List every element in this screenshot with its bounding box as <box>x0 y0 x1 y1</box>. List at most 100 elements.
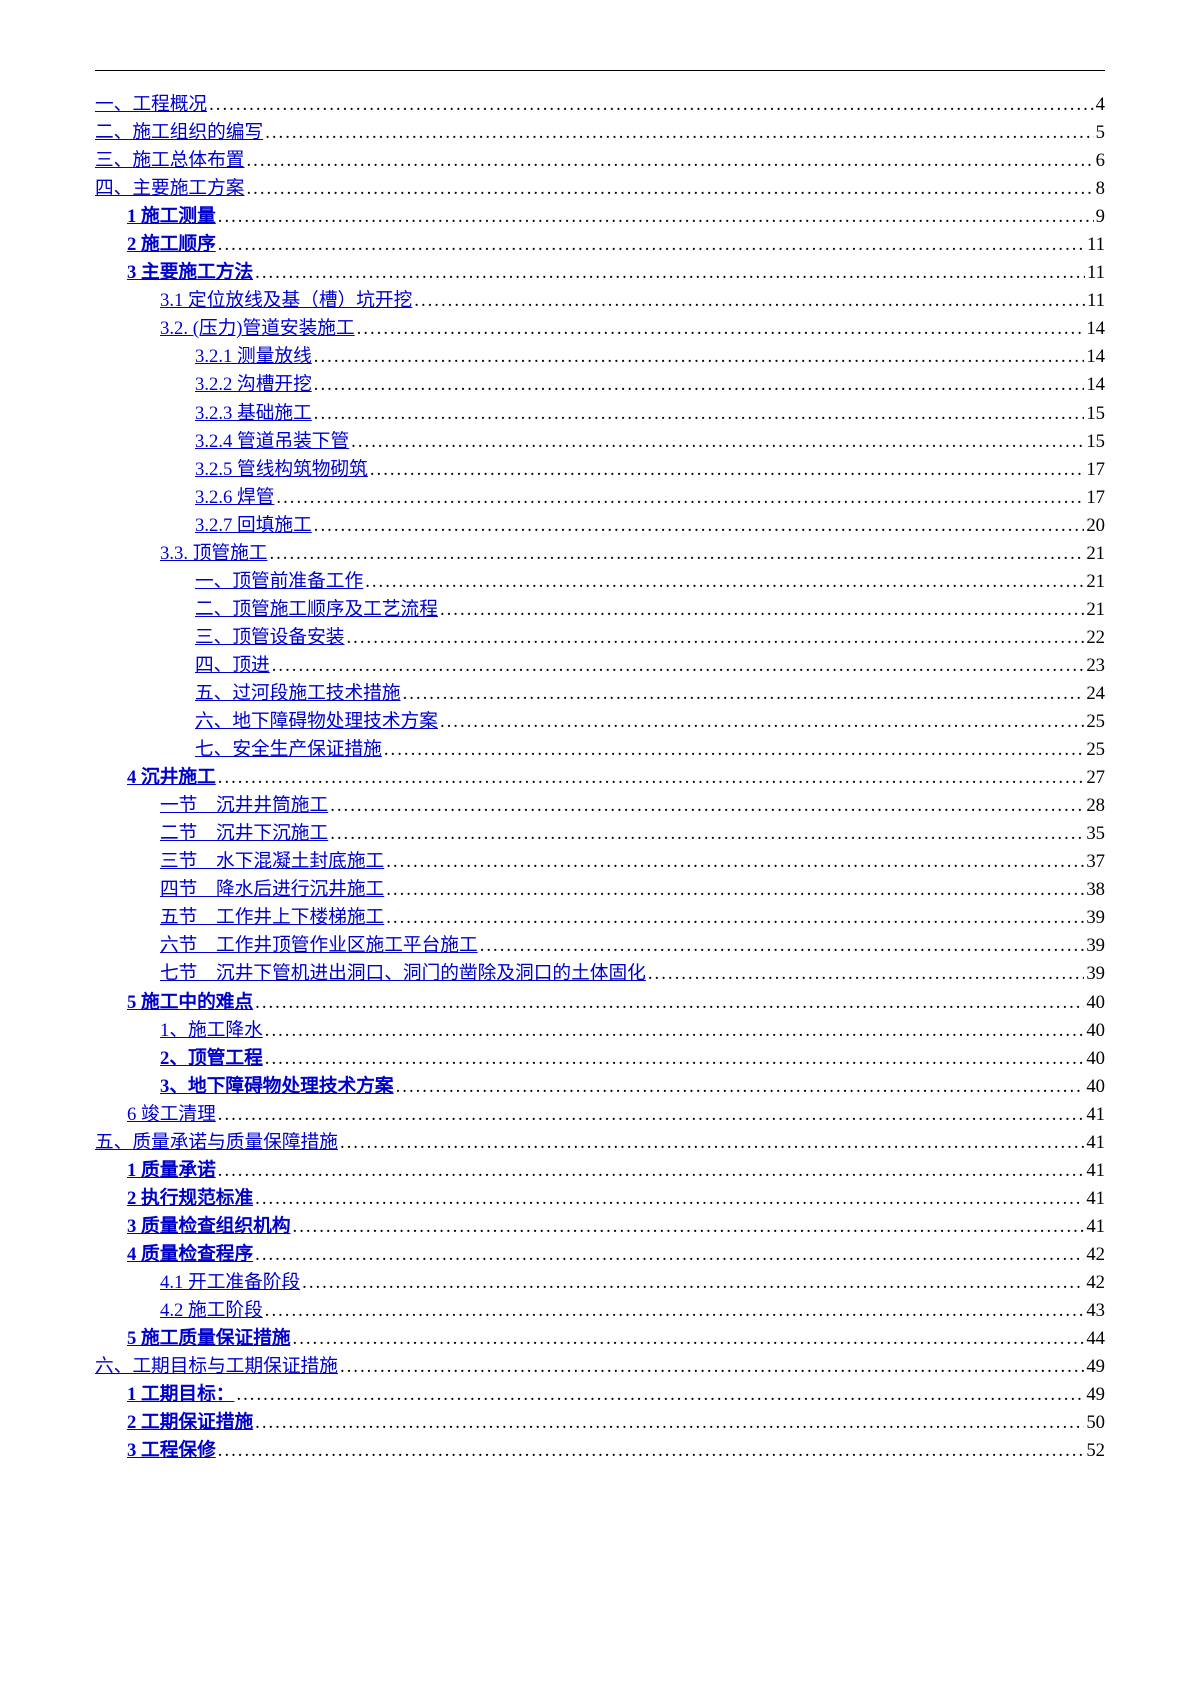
toc-link[interactable]: 6 竣工清理 <box>127 1101 216 1129</box>
toc-page-number: 49 <box>1086 1381 1105 1409</box>
toc-entry: 3.2.6 焊管................................… <box>95 484 1105 512</box>
toc-dots: ........................................… <box>265 1297 1085 1325</box>
toc-dots: ........................................… <box>370 456 1084 484</box>
toc-entry: 七节 沉井下管机进出洞口、洞门的凿除及洞口的土体固化..............… <box>95 960 1105 988</box>
toc-link[interactable]: 二、顶管施工顺序及工艺流程 <box>195 596 438 624</box>
toc-page-number: 9 <box>1096 203 1105 231</box>
toc-entry: 3.2.5 管线构筑物砌筑...........................… <box>95 456 1105 484</box>
toc-page-number: 14 <box>1086 315 1105 343</box>
toc-link[interactable]: 1 工期目标： <box>127 1381 234 1409</box>
toc-page-number: 25 <box>1086 736 1105 764</box>
toc-dots: ........................................… <box>255 259 1085 287</box>
toc-page-number: 50 <box>1086 1409 1105 1437</box>
toc-dots: ........................................… <box>386 904 1084 932</box>
toc-container: 一、工程概况..................................… <box>95 70 1105 1465</box>
toc-link[interactable]: 2 施工顺序 <box>127 231 216 259</box>
toc-link[interactable]: 四节 降水后进行沉井施工 <box>160 876 384 904</box>
toc-entry: 1 施工测量..................................… <box>95 203 1105 231</box>
toc-link[interactable]: 3.2.1 测量放线 <box>195 343 312 371</box>
toc-entry: 五节 工作井上下楼梯施工............................… <box>95 904 1105 932</box>
toc-dots: ........................................… <box>272 652 1085 680</box>
toc-link[interactable]: 六、工期目标与工期保证措施 <box>95 1353 338 1381</box>
toc-page-number: 52 <box>1086 1437 1105 1465</box>
toc-link[interactable]: 3.2.5 管线构筑物砌筑 <box>195 456 368 484</box>
toc-link[interactable]: 5 施工质量保证措施 <box>127 1325 291 1353</box>
toc-dots: ........................................… <box>340 1129 1084 1157</box>
toc-link[interactable]: 5 施工中的难点 <box>127 989 253 1017</box>
toc-entry: 4.1 开工准备阶段..............................… <box>95 1269 1105 1297</box>
toc-entry: 3.2.1 测量放线..............................… <box>95 343 1105 371</box>
toc-link[interactable]: 4 沉井施工 <box>127 764 216 792</box>
toc-page-number: 27 <box>1086 764 1105 792</box>
toc-dots: ........................................… <box>218 231 1085 259</box>
toc-dots: ........................................… <box>440 708 1084 736</box>
toc-dots: ........................................… <box>440 596 1084 624</box>
toc-link[interactable]: 4.1 开工准备阶段 <box>160 1269 300 1297</box>
toc-entry: 3.2.4 管道吊装下管............................… <box>95 428 1105 456</box>
toc-link[interactable]: 3 工程保修 <box>127 1437 216 1465</box>
toc-entry: 1 工期目标：.................................… <box>95 1381 1105 1409</box>
toc-link[interactable]: 3 主要施工方法 <box>127 259 253 287</box>
toc-page-number: 4 <box>1096 91 1105 119</box>
toc-link[interactable]: 3 质量检查组织机构 <box>127 1213 291 1241</box>
toc-link[interactable]: 3.2.3 基础施工 <box>195 400 312 428</box>
toc-link[interactable]: 三、顶管设备安装 <box>195 624 345 652</box>
toc-link[interactable]: 4 质量检查程序 <box>127 1241 253 1269</box>
toc-page-number: 28 <box>1086 792 1105 820</box>
toc-link[interactable]: 六、地下障碍物处理技术方案 <box>195 708 438 736</box>
toc-link[interactable]: 三、施工总体布置 <box>95 147 245 175</box>
toc-dots: ........................................… <box>386 876 1084 904</box>
toc-link[interactable]: 1 施工测量 <box>127 203 216 231</box>
toc-dots: ........................................… <box>265 119 1093 147</box>
toc-link[interactable]: 一、顶管前准备工作 <box>195 568 363 596</box>
toc-page-number: 22 <box>1086 624 1105 652</box>
toc-link[interactable]: 四、主要施工方案 <box>95 175 245 203</box>
toc-dots: ........................................… <box>314 371 1085 399</box>
toc-page-number: 41 <box>1086 1157 1105 1185</box>
toc-link[interactable]: 二节 沉井下沉施工 <box>160 820 328 848</box>
toc-link[interactable]: 3.1 定位放线及基（槽）坑开挖 <box>160 287 412 315</box>
toc-dots: ........................................… <box>265 1017 1085 1045</box>
toc-link[interactable]: 二、施工组织的编写 <box>95 119 263 147</box>
toc-link[interactable]: 一节 沉井井筒施工 <box>160 792 328 820</box>
toc-link[interactable]: 3.2.7 回填施工 <box>195 512 312 540</box>
toc-link[interactable]: 3.2. (压力)管道安装施工 <box>160 315 355 343</box>
toc-link[interactable]: 3.2.6 焊管 <box>195 484 274 512</box>
toc-link[interactable]: 2 工期保证措施 <box>127 1409 253 1437</box>
toc-entry: 3 主要施工方法................................… <box>95 259 1105 287</box>
toc-link[interactable]: 3、地下障碍物处理技术方案 <box>160 1073 394 1101</box>
toc-page-number: 21 <box>1086 568 1105 596</box>
toc-link[interactable]: 七、安全生产保证措施 <box>195 736 382 764</box>
toc-link[interactable]: 五、过河段施工技术措施 <box>195 680 401 708</box>
toc-link[interactable]: 六节 工作井顶管作业区施工平台施工 <box>160 932 478 960</box>
toc-dots: ........................................… <box>414 287 1085 315</box>
toc-entry: 六、地下障碍物处理技术方案...........................… <box>95 708 1105 736</box>
toc-link[interactable]: 3.2.2 沟槽开挖 <box>195 371 312 399</box>
toc-link[interactable]: 1 质量承诺 <box>127 1157 216 1185</box>
toc-link[interactable]: 五、质量承诺与质量保障措施 <box>95 1129 338 1157</box>
toc-entry: 3、地下障碍物处理技术方案...........................… <box>95 1073 1105 1101</box>
toc-page-number: 42 <box>1086 1269 1105 1297</box>
toc-entry: 1、施工降水..................................… <box>95 1017 1105 1045</box>
toc-page-number: 39 <box>1086 904 1105 932</box>
toc-page-number: 39 <box>1086 932 1105 960</box>
toc-link[interactable]: 4.2 施工阶段 <box>160 1297 263 1325</box>
toc-link[interactable]: 1、施工降水 <box>160 1017 263 1045</box>
toc-entry: 4 质量检查程序................................… <box>95 1241 1105 1269</box>
toc-entry: 3.2.7 回填施工..............................… <box>95 512 1105 540</box>
toc-dots: ........................................… <box>265 1045 1085 1073</box>
toc-link[interactable]: 3.2.4 管道吊装下管 <box>195 428 349 456</box>
toc-page-number: 39 <box>1086 960 1105 988</box>
toc-link[interactable]: 一、工程概况 <box>95 91 207 119</box>
toc-dots: ........................................… <box>209 91 1094 119</box>
toc-link[interactable]: 3.3. 顶管施工 <box>160 540 267 568</box>
toc-entry: 四节 降水后进行沉井施工............................… <box>95 876 1105 904</box>
toc-link[interactable]: 七节 沉井下管机进出洞口、洞门的凿除及洞口的土体固化 <box>160 960 646 988</box>
toc-link[interactable]: 三节 水下混凝土封底施工 <box>160 848 384 876</box>
toc-link[interactable]: 五节 工作井上下楼梯施工 <box>160 904 384 932</box>
toc-link[interactable]: 四、顶进 <box>195 652 270 680</box>
toc-link[interactable]: 2、顶管工程 <box>160 1045 263 1073</box>
toc-link[interactable]: 2 执行规范标准 <box>127 1185 253 1213</box>
toc-page-number: 15 <box>1086 400 1105 428</box>
toc-dots: ........................................… <box>386 848 1084 876</box>
